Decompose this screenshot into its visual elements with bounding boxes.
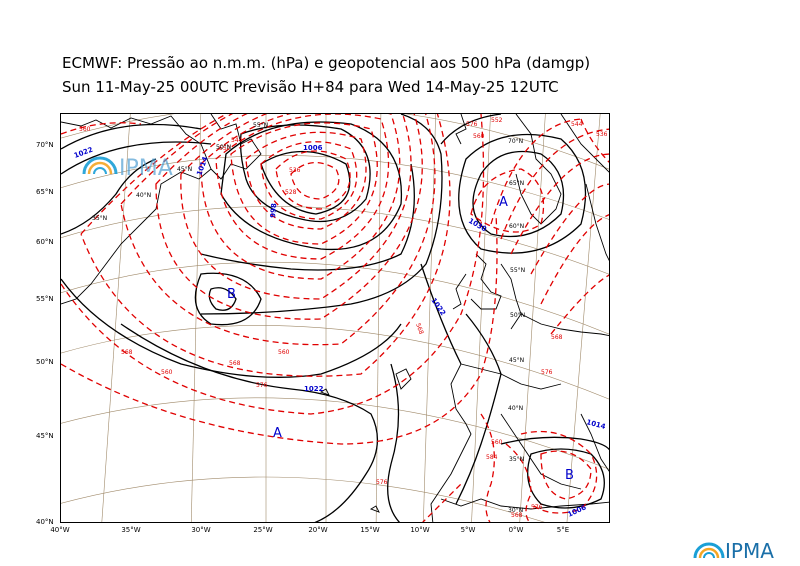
high-pressure-center-atlantic: A [273,426,282,441]
geopotential-label: 552 [491,117,503,124]
lat-label-50n: 50°N [36,358,54,366]
synoptic-map: A B A B 1022 1014 1006 998 1030 1022 102… [60,113,610,523]
lat-label-70n: 70°N [36,141,54,149]
geopotential-label: 568 [229,360,241,367]
grid-label: 35°N [92,215,107,222]
lat-label-60n: 60°N [36,238,54,246]
grid-label: 35°N [509,456,524,463]
grid-label: 55°N [253,122,268,129]
lon-label-35w: 35°W [121,526,141,534]
geopotential-label: 560 [473,133,485,140]
lat-label-45n: 45°N [36,432,54,440]
geopotential-label: 536 [289,167,301,174]
grid-label: 70°N [508,138,523,145]
isobar-label: 1006 [303,144,323,152]
isobar-label: 998 [269,203,278,218]
geopotential-label: 576 [256,382,268,389]
grid-label: 50°N [216,144,231,151]
grid-label: 55°N [510,267,525,274]
lon-label-15w: 15°W [360,526,380,534]
geopotential-label: 568 [414,322,425,335]
map-title-line-1: ECMWF: Pressão ao n.m.m. (hPa) e geopote… [62,54,591,72]
geopotential-label: 576 [531,504,543,511]
geopotential-label: 576 [541,369,553,376]
ipma-logo-text: IPMA [725,539,774,562]
ipma-logo: IPMA [693,539,774,562]
geopotential-label: 576 [376,479,388,486]
geopotential-label: 568 [551,334,563,341]
grid-label: 60°N [509,223,524,230]
low-pressure-center-atlantic: B [227,287,236,302]
geopotential-label: 536 [596,131,608,138]
geopotential-label: 584 [486,454,498,461]
geopotential-label: 568 [511,512,523,519]
grid-label: 65°N [509,180,524,187]
isobars [61,114,609,522]
geopotential-label: 544 [231,137,243,144]
lat-label-40n: 40°N [36,518,54,526]
geopotential-label: 568 [121,349,133,356]
lat-label-55n: 55°N [36,295,54,303]
lon-label-0w: 0°W [508,526,524,534]
grid-label: 50°N [510,312,525,319]
geopotential-label: 552 [219,145,231,152]
lon-label-20w: 20°W [308,526,328,534]
map-title-line-2: Sun 11-May-25 00UTC Previsão H+84 para W… [62,78,559,96]
geopotential-label: 560 [79,126,91,133]
grid-label: 40°N [136,192,151,199]
geopotential-label: 576 [466,121,478,128]
ipma-watermark-text: IPMA [119,156,173,181]
grid-label: 40°N [508,405,523,412]
isobar-label: 1022 [429,297,447,318]
grid-label: 45°N [177,166,192,173]
lon-label-5e: 5°E [556,526,570,534]
geopotential-lines [61,114,609,522]
geopotential-label: 560 [278,349,290,356]
grid-label: 45°N [509,357,524,364]
geopotential-label: 544 [571,121,583,128]
lon-label-10w: 10°W [410,526,430,534]
ipma-watermark-logo: IPMA [82,156,173,181]
lon-label-25w: 25°W [253,526,273,534]
lat-label-65n: 65°N [36,188,54,196]
low-pressure-center-mediterranean: B [565,468,574,483]
geopotential-label: 560 [161,369,173,376]
high-pressure-center-north-sea: A [499,195,508,210]
lon-label-40w: 40°W [50,526,70,534]
geopotential-label: 528 [285,189,297,196]
geopotential-label: 560 [491,439,503,446]
grid-label: 30°N [508,507,523,514]
lon-label-30w: 30°W [191,526,211,534]
isobar-label: 1022 [304,385,324,393]
lon-label-5w: 5°W [460,526,476,534]
